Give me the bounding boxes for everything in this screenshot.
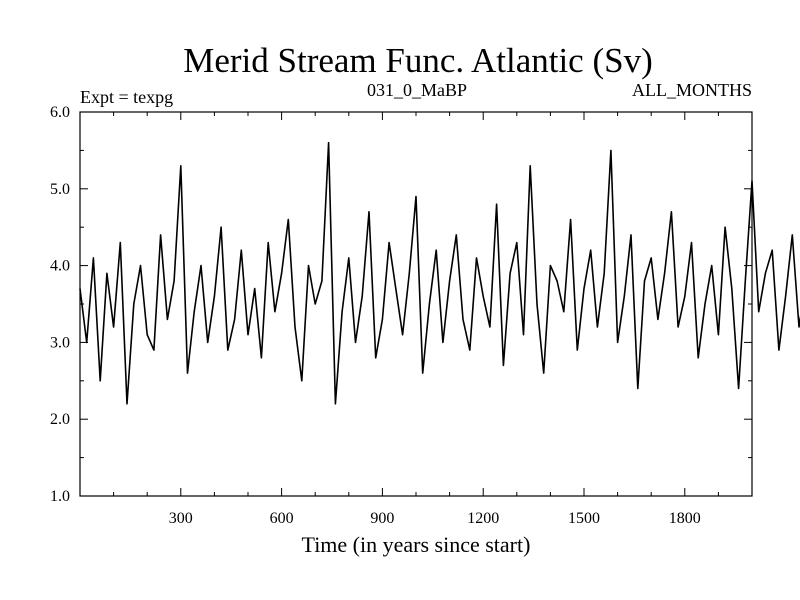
y-tick-label: 3.0 [50,334,70,351]
y-tick-label: 2.0 [50,411,70,428]
x-axis-label: Time (in years since start) [302,532,531,557]
y-tick-label: 1.0 [50,488,70,505]
x-tick-label: 1800 [669,510,701,527]
y-tick-label: 4.0 [50,258,70,275]
chart-subtitle-center: 031_0_MaBP [367,80,467,100]
x-tick-label: 1200 [467,510,499,527]
x-tick-label: 900 [370,510,394,527]
x-tick-label: 1500 [568,510,600,527]
plot-frame [79,111,753,497]
chart-subtitle-right: ALL_MONTHS [632,80,752,100]
x-axis: 300 600 900 1200 1500 1800 [113,112,719,527]
y-tick-label: 5.0 [50,181,70,198]
chart-title: Merid Stream Func. Atlantic (Sv) [183,41,653,80]
chart-subtitle-left: Expt = texpg [80,87,173,107]
y-axis: 1.0 2.0 3.0 4.0 5.0 6.0 [50,104,752,505]
series-line-0 [79,141,800,405]
x-tick-label: 300 [169,510,193,527]
plot-area [79,141,800,405]
x-tick-label: 600 [270,510,294,527]
y-tick-label: 6.0 [50,104,70,121]
